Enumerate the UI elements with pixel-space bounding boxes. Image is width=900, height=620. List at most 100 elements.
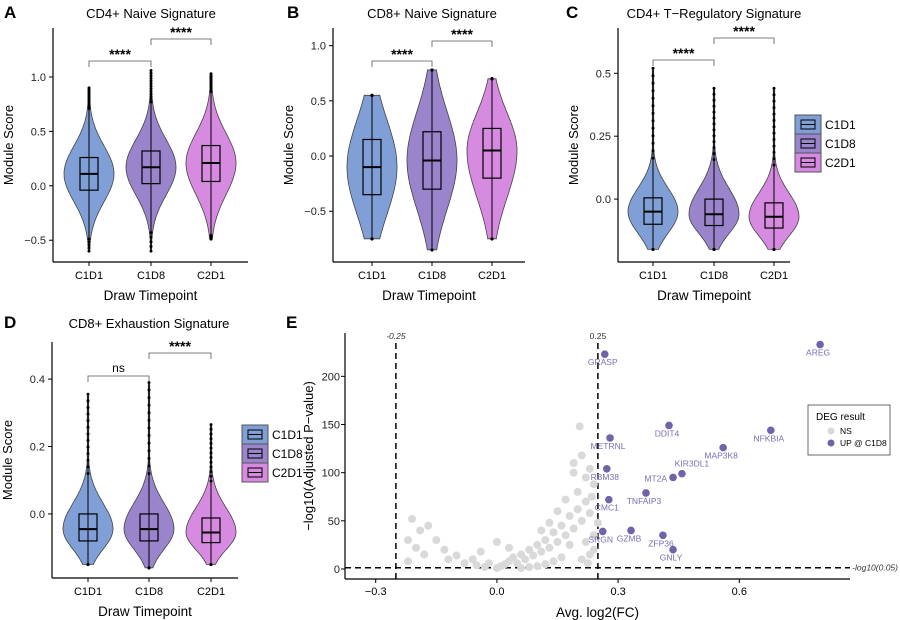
outlier-point [147, 426, 151, 430]
y-tick-label: −0.5 [304, 206, 326, 218]
ns-point [452, 551, 461, 560]
outlier-point [149, 100, 153, 104]
ns-point [521, 555, 530, 564]
y-tick-label: 0.4 [30, 374, 45, 386]
violin-c2d1 [185, 423, 237, 567]
ns-point [476, 547, 485, 556]
panel-letter: B [287, 3, 299, 22]
ns-point [581, 538, 590, 547]
ns-point [525, 545, 534, 554]
x-tick-label: C1D8 [137, 270, 165, 282]
x-tick-label: −0.3 [365, 586, 387, 598]
ns-point [460, 559, 469, 568]
outlier-point [772, 93, 776, 97]
gene-label: AREG [806, 348, 830, 358]
outlier-point [147, 456, 151, 460]
ns-point [585, 464, 594, 473]
outlier-point [149, 82, 153, 86]
chart-title: CD8+ Naive Signature [367, 6, 497, 21]
ns-point [541, 536, 550, 545]
significance-bracket [87, 375, 150, 382]
threshold-label: 0.25 [590, 331, 607, 341]
ns-point [553, 538, 562, 547]
outlier-point [772, 138, 776, 142]
outlier-point [86, 445, 90, 449]
y-axis-label: Module Score [0, 420, 15, 500]
outlier-point [209, 456, 213, 460]
legend-label: C1D8 [825, 137, 856, 151]
ns-point [549, 557, 558, 566]
outlier-point [651, 96, 655, 100]
gene-label: ZFP36 [648, 538, 674, 548]
outlier-point [712, 116, 716, 120]
significance-bracket [652, 59, 715, 66]
violin-c1d8 [125, 68, 177, 253]
ns-point [589, 531, 598, 540]
outlier-point [209, 432, 213, 436]
chart-title: CD4+ Naive Signature [86, 6, 216, 21]
outlier-point [772, 99, 776, 103]
y-tick-label: 1.0 [311, 41, 326, 53]
legend: DEG result NS UP @ C1D8 [807, 404, 891, 456]
x-tick-label: C1D1 [74, 586, 102, 598]
box [704, 198, 724, 227]
gene-label: GZMB [617, 533, 642, 543]
outlier-point [712, 122, 716, 126]
gene-label: KIR3DL1 [675, 459, 710, 469]
outlier-point [87, 243, 91, 247]
ns-point [561, 495, 570, 504]
legend: C1D1 C1D8 C2D1 [794, 114, 856, 173]
significance-label: **** [673, 45, 695, 61]
violin-c1d8 [406, 68, 458, 252]
outlier-point [772, 118, 776, 122]
gene-label: DDIT4 [655, 428, 680, 438]
up-point [605, 495, 613, 504]
outlier-point [86, 419, 90, 423]
gene-label: METRNL [591, 441, 626, 451]
gene-label: MAP3K8 [704, 451, 738, 461]
outlier-point [147, 396, 151, 400]
gene-label: MT2A [644, 473, 667, 483]
ns-point [440, 545, 449, 554]
outlier-point [209, 460, 213, 464]
outlier-point [651, 247, 655, 251]
ns-point [424, 521, 433, 530]
outlier-point [712, 128, 716, 132]
ns-point [472, 561, 481, 570]
legend-marker-up [827, 439, 835, 447]
outlier-point [209, 441, 213, 445]
outlier-point [430, 68, 434, 72]
y-tick-label: 0.5 [311, 96, 326, 108]
ns-point [505, 543, 514, 552]
outlier-point [149, 71, 153, 75]
outlier-point [430, 248, 434, 252]
significance-bracket [150, 38, 212, 45]
outlier-point [712, 86, 716, 90]
violin-c1d8 [123, 380, 175, 570]
y-tick-label: 200 [322, 371, 340, 383]
outlier-point [86, 405, 90, 409]
x-tick-label: 0.0 [489, 586, 504, 598]
outlier-point [147, 403, 151, 407]
significance-label: **** [451, 26, 473, 42]
panel-d: D 0.0 0.2 0.4 Module Score Draw Timepoint CD8+… [0, 313, 303, 619]
outlier-point [209, 451, 213, 455]
ns-point [575, 422, 584, 431]
y-tick-label: −0.5 [24, 235, 46, 247]
y-tick-label: 100 [322, 468, 340, 480]
outlier-point [149, 240, 153, 244]
x-axis-label: Draw Timepoint [382, 288, 476, 303]
box [201, 517, 221, 544]
outlier-point [712, 92, 716, 96]
ns-point [492, 538, 501, 547]
outlier-point [149, 79, 153, 83]
ns-point [569, 468, 578, 477]
up-point [678, 469, 686, 478]
outlier-point [772, 112, 776, 116]
ns-point [420, 550, 429, 559]
x-tick-label: C1D8 [418, 270, 446, 282]
legend-marker-ns [827, 427, 835, 435]
violin-c1d8 [688, 86, 740, 251]
ns-point [557, 521, 566, 530]
ns-point [404, 536, 413, 545]
